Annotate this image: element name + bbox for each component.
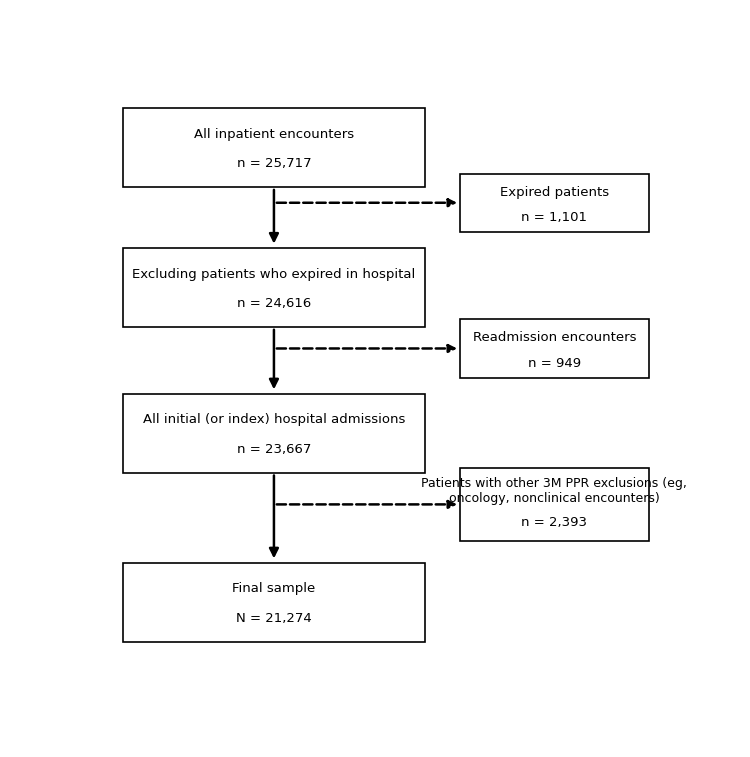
Text: n = 1,101: n = 1,101	[521, 211, 587, 224]
Bar	[460, 173, 649, 232]
Bar	[123, 108, 425, 187]
Text: n = 25,717: n = 25,717	[237, 157, 311, 170]
Bar	[123, 563, 425, 642]
Text: n = 949: n = 949	[528, 357, 581, 369]
Text: n = 2,393: n = 2,393	[521, 516, 587, 529]
Text: Excluding patients who expired in hospital: Excluding patients who expired in hospit…	[132, 268, 416, 281]
Text: n = 23,667: n = 23,667	[237, 443, 311, 456]
Text: Final sample: Final sample	[232, 582, 316, 596]
Text: n = 24,616: n = 24,616	[237, 297, 311, 310]
Bar	[460, 468, 649, 540]
Bar	[123, 248, 425, 327]
Text: All inpatient encounters: All inpatient encounters	[194, 128, 354, 141]
Bar	[460, 319, 649, 378]
Bar	[123, 394, 425, 472]
Text: Expired patients: Expired patients	[500, 185, 609, 199]
Text: All initial (or index) hospital admissions: All initial (or index) hospital admissio…	[142, 413, 405, 426]
Text: Patients with other 3M PPR exclusions (eg,
oncology, nonclinical encounters): Patients with other 3M PPR exclusions (e…	[422, 477, 687, 505]
Text: N = 21,274: N = 21,274	[236, 612, 312, 625]
Text: Readmission encounters: Readmission encounters	[472, 332, 636, 344]
